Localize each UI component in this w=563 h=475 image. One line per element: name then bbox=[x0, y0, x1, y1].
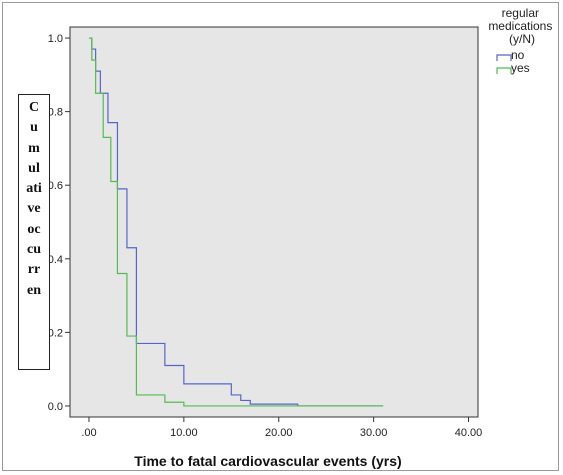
legend-title: regular medications (y/N) bbox=[488, 6, 555, 46]
y-tick-label: 1.0 bbox=[48, 33, 63, 45]
x-tick-label: 10.00 bbox=[170, 427, 198, 439]
x-tick-label: 40.00 bbox=[455, 427, 483, 439]
series-line-yes bbox=[88, 37, 384, 407]
series-lines bbox=[88, 37, 384, 407]
x-tick-label: 30.00 bbox=[360, 427, 388, 439]
y-axis-title-box: Cumulative occurren bbox=[18, 94, 50, 370]
y-tick-label: 0.8 bbox=[48, 107, 63, 119]
y-axis: 0.0 0.2 0.4 0.6 0.8 1.0 bbox=[48, 33, 70, 413]
x-tick-label: 20.00 bbox=[265, 427, 293, 439]
y-axis-title: Cumulative occurren bbox=[26, 100, 42, 298]
x-axis: .00 10.00 20.00 30.00 40.00 bbox=[81, 417, 482, 439]
series-line-no bbox=[88, 37, 384, 407]
y-tick-label: 0.6 bbox=[48, 180, 63, 192]
legend-swatch-no bbox=[496, 54, 512, 61]
x-tick-label: .00 bbox=[81, 427, 96, 439]
legend-label-yes: yes bbox=[511, 61, 530, 75]
y-tick-label: 0.0 bbox=[48, 401, 63, 413]
plot-area bbox=[69, 26, 479, 418]
legend-swatch-yes bbox=[496, 67, 512, 74]
y-tick-label: 0.4 bbox=[48, 254, 63, 266]
x-axis-title: Time to fatal cardiovascular events (yrs… bbox=[134, 453, 401, 469]
legend-label-no: no bbox=[511, 48, 525, 62]
y-tick-label: 0.2 bbox=[48, 327, 63, 339]
